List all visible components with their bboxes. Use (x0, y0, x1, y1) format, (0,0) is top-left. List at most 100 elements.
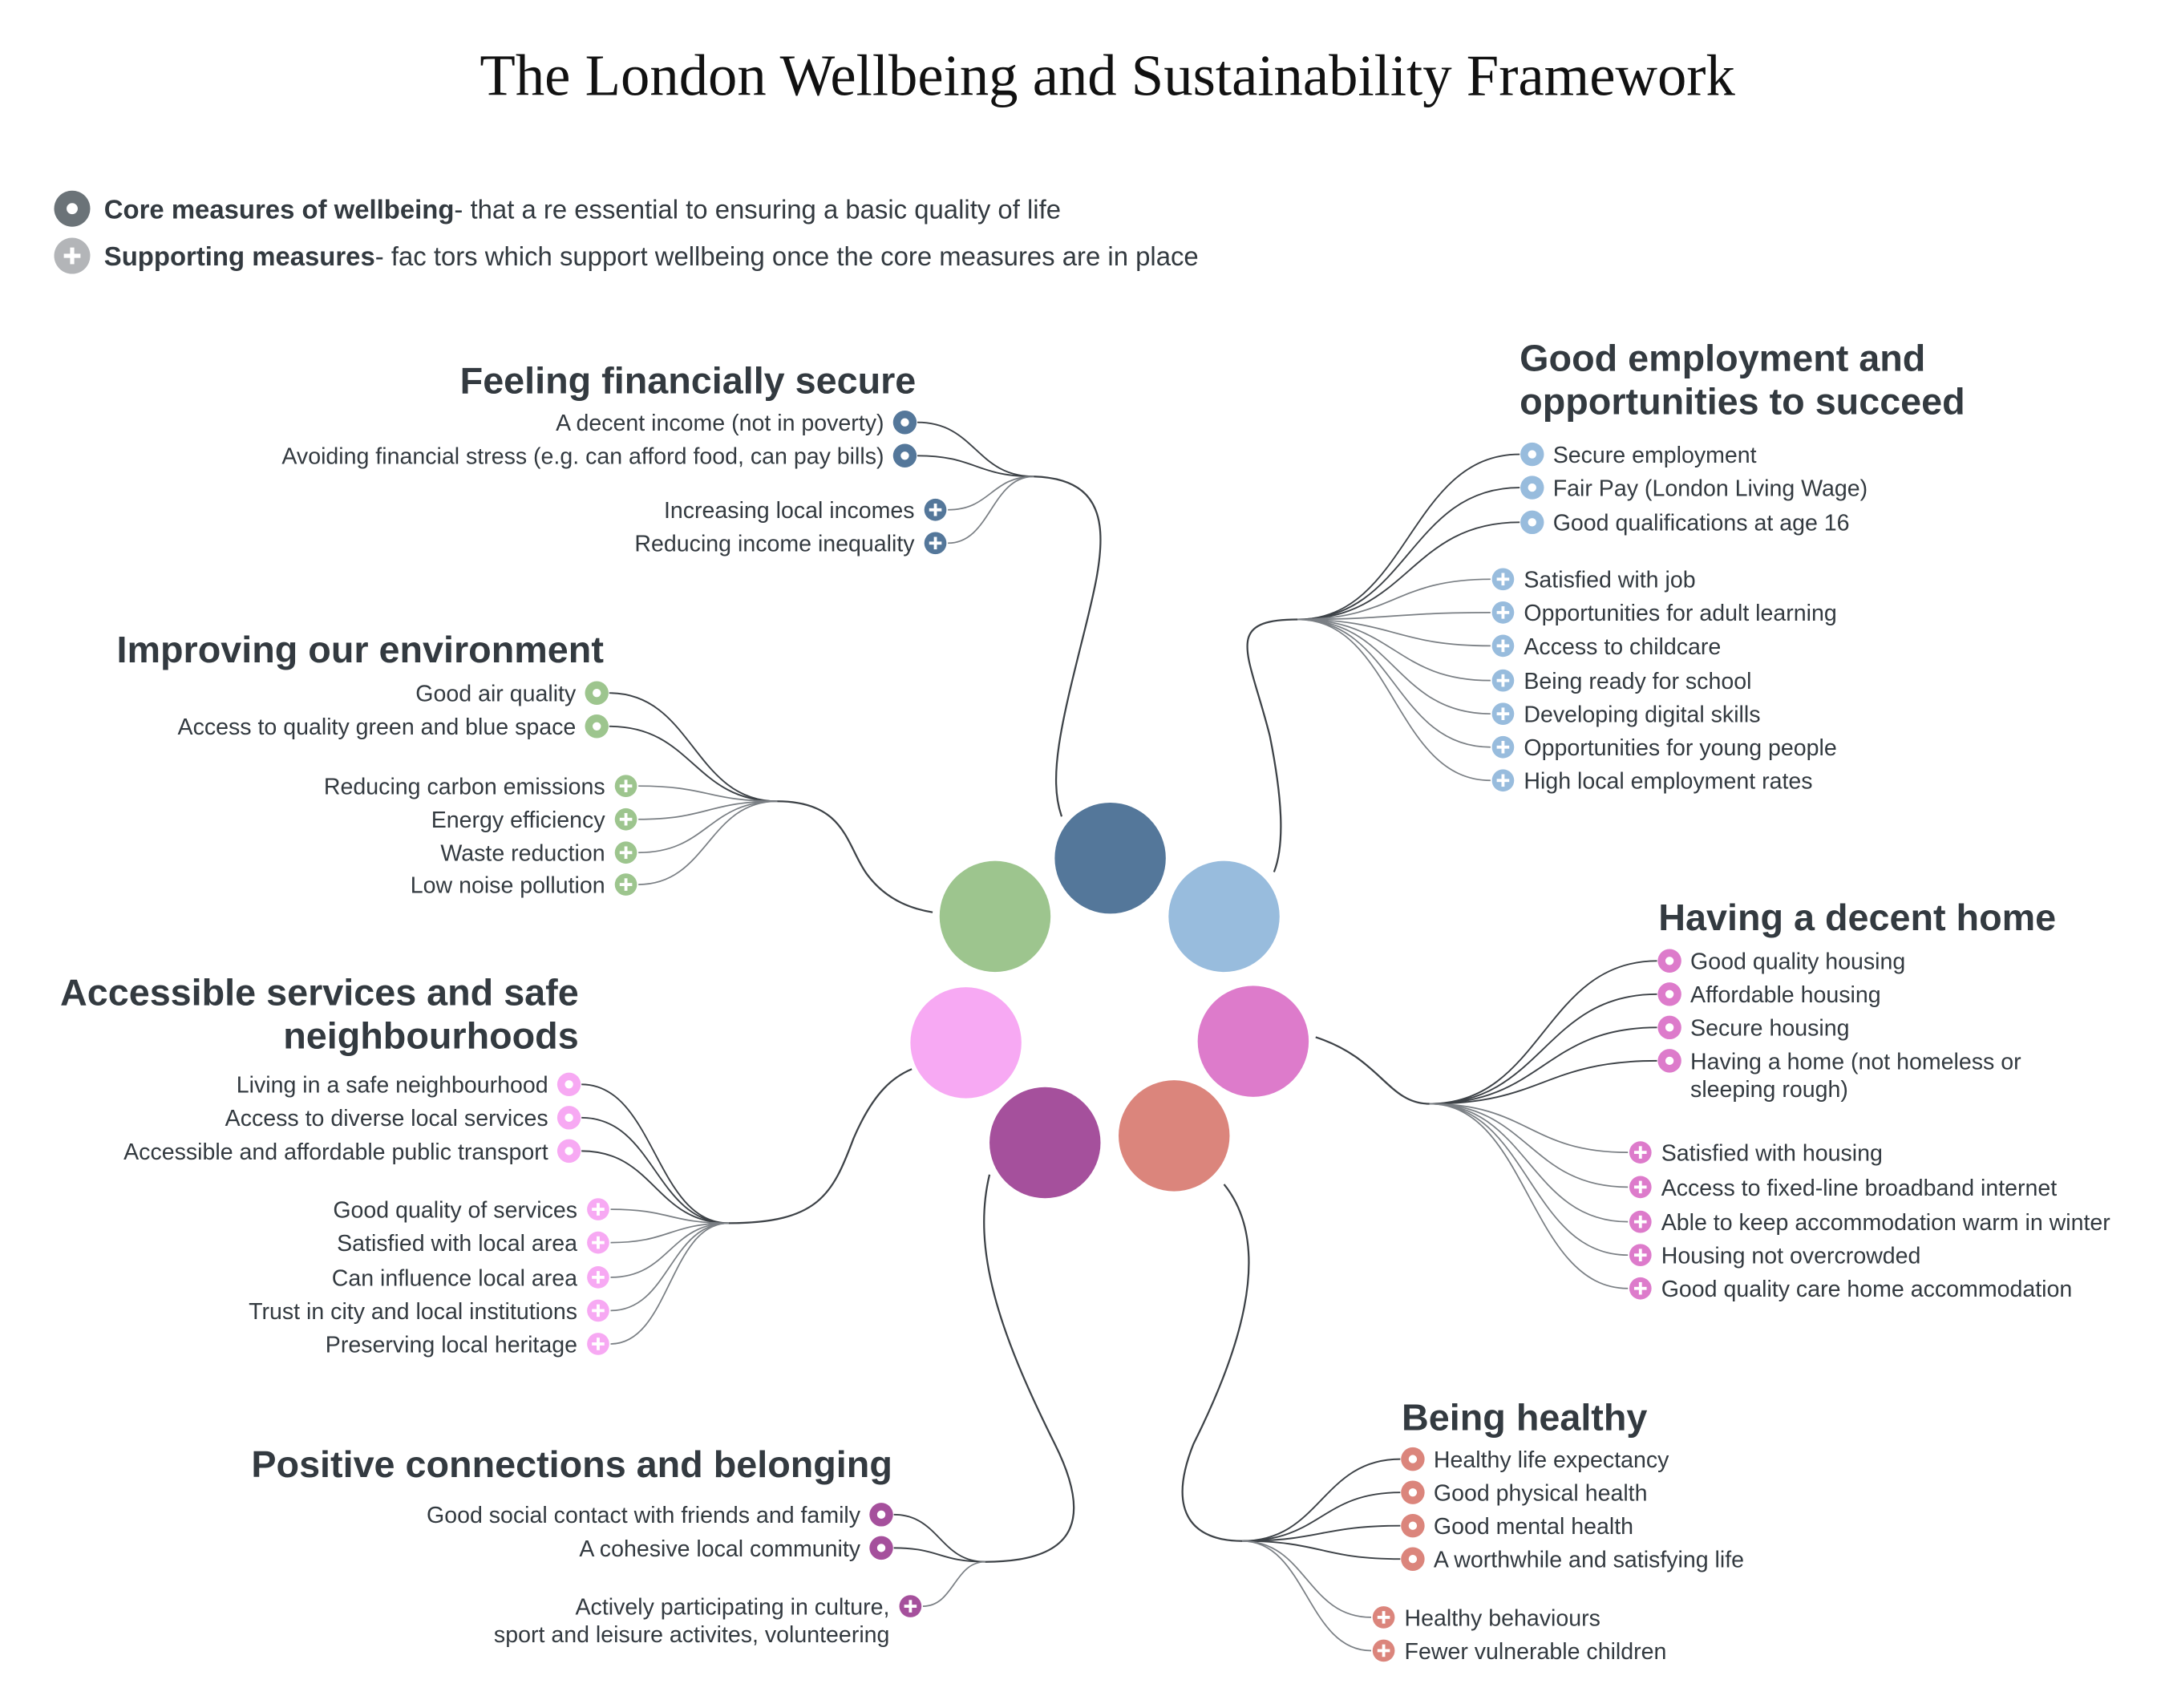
plus-icon (614, 841, 637, 864)
plus-icon (924, 532, 947, 555)
branch-line (610, 1222, 729, 1278)
pillar-home: Having a decent home Good quality housing… (1197, 896, 2110, 1302)
connector-line (777, 800, 933, 913)
measure-label: Actively participating in culture, (576, 1594, 890, 1620)
plus-icon (1629, 1210, 1652, 1233)
measure-label: Preserving local heritage (326, 1332, 577, 1358)
core-ring-icon (1401, 1513, 1425, 1538)
branch-line (610, 1222, 729, 1312)
branch-line (581, 1083, 729, 1224)
core-ring-icon (556, 1139, 581, 1164)
branch-line (1297, 487, 1520, 621)
measure-label: Good physical health (1434, 1481, 1648, 1507)
plus-icon (1372, 1639, 1395, 1662)
core-ring-icon (892, 411, 917, 435)
branch-line (1297, 618, 1491, 748)
plus-icon (924, 498, 947, 521)
connector-line (1181, 1184, 1250, 1542)
measure-label: Being ready for school (1524, 669, 1751, 694)
branch-line (1429, 1026, 1657, 1105)
core-ring-icon (556, 1106, 581, 1130)
measure-label: Fewer vulnerable children (1405, 1639, 1667, 1665)
plus-icon (1491, 601, 1515, 624)
branch-line (638, 800, 778, 854)
pillar-title: Positive connections and belonging (251, 1443, 892, 1485)
plus-icon (1491, 769, 1515, 792)
measure-label: Reducing carbon emissions (324, 775, 605, 800)
branch-line (638, 800, 778, 820)
measure-label: Good quality of services (333, 1197, 577, 1223)
pillar-services: Accessible services and safeneighbourhoo… (60, 972, 1022, 1358)
core-ring-icon (585, 714, 609, 739)
measure-label: Opportunities for adult learning (1524, 601, 1836, 626)
measure-label: A cohesive local community (579, 1536, 860, 1562)
measure-label: Secure housing (1690, 1016, 1849, 1042)
pillar-circle-home (1197, 986, 1309, 1097)
pillar-environment: Improving our environment Good air qualit… (116, 629, 1051, 973)
measure-label: Satisfied with job (1524, 568, 1695, 593)
branch-line (917, 421, 1034, 478)
pillar-circle-services (910, 987, 1022, 1099)
plus-icon (587, 1333, 609, 1355)
page-title: The London Wellbeing and Sustainability … (480, 42, 1735, 107)
measure-label: A worthwhile and satisfying life (1434, 1548, 1744, 1573)
plus-icon (614, 873, 637, 896)
measure-label: Avoiding financial stress (e.g. can affo… (281, 444, 884, 470)
plus-icon (1491, 568, 1515, 591)
branch-line (1297, 618, 1491, 782)
pillar-health: Being healthy Healthy life expectancy Good… (1119, 1080, 1744, 1665)
measure-label: Waste reduction (440, 841, 605, 867)
branch-line (1429, 1059, 1657, 1105)
measure-label: Access to childcare (1524, 634, 1721, 660)
measure-label: A decent income (not in poverty) (556, 411, 884, 436)
measure-label: sleeping rough) (1690, 1077, 1848, 1103)
plus-icon (587, 1231, 609, 1254)
branch-line (1429, 1103, 1629, 1289)
branch-line (1242, 1540, 1372, 1618)
measure-label: Housing not overcrowded (1661, 1244, 1921, 1269)
branch-line (948, 476, 1034, 511)
branch-line (1297, 618, 1491, 647)
plus-icon (1629, 1277, 1652, 1300)
plus-icon (899, 1595, 922, 1617)
branch-line (1297, 578, 1491, 621)
branch-line (609, 692, 778, 803)
branch-line (1429, 1103, 1629, 1188)
measure-label: Secure employment (1553, 443, 1757, 468)
measure-label: sport and leisure activites, volunteerin… (494, 1622, 890, 1648)
core-ring-icon (869, 1503, 893, 1527)
measure-label: Good quality care home accommodation (1661, 1277, 2073, 1302)
pillar-title: neighbourhoods (283, 1014, 579, 1056)
branch-line (948, 476, 1034, 544)
measure-label: Can influence local area (332, 1265, 577, 1291)
plus-icon (1491, 735, 1515, 759)
measure-label: Affordable housing (1690, 982, 1881, 1008)
branch-line (893, 1547, 985, 1563)
core-ring-icon (1401, 1480, 1425, 1504)
pillar-financial: Feeling financially secure A decent incom… (281, 359, 1166, 914)
plus-icon (1491, 702, 1515, 726)
measure-label: Good mental health (1434, 1514, 1633, 1540)
connector-line (1315, 1036, 1430, 1105)
pillar-title: Having a decent home (1658, 896, 2056, 938)
pillar-title: opportunities to succeed (1520, 380, 1965, 422)
measure-label: Access to diverse local services (225, 1106, 548, 1131)
pillar-circle-financial (1054, 802, 1166, 914)
measure-label: Energy efficiency (431, 807, 606, 833)
core-ring-icon (1520, 476, 1544, 500)
branch-line (1242, 1540, 1401, 1560)
connector-line (1246, 618, 1298, 872)
branch-line (1297, 453, 1520, 621)
measure-label: High local employment rates (1524, 769, 1812, 795)
branch-line (609, 725, 778, 803)
core-ring-icon (1657, 982, 1681, 1006)
plus-icon (1491, 669, 1515, 692)
measure-label: Having a home (not homeless or (1690, 1049, 2021, 1075)
measure-label: Opportunities for young people (1524, 735, 1836, 761)
branch-line (922, 1560, 985, 1607)
core-ring-icon (869, 1536, 893, 1560)
measure-label: Accessible and affordable public transpo… (123, 1139, 548, 1165)
plus-icon (1629, 1141, 1652, 1164)
